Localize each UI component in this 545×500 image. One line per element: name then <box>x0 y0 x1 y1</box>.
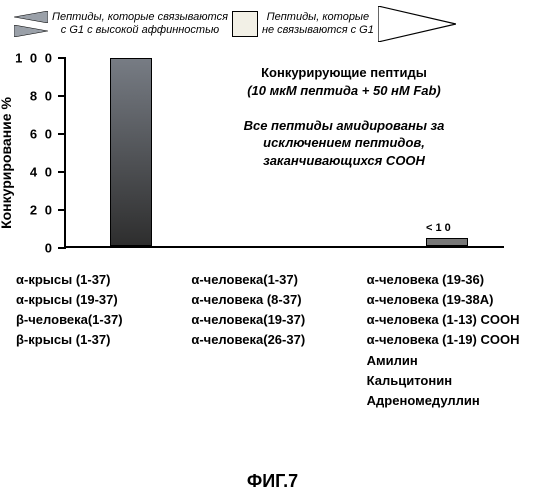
list-item: α-человека (1-19) COOH <box>367 330 532 350</box>
legend-square <box>232 11 258 37</box>
column-1: α-крысы (1-37)α-крысы (19-37)β-человека(… <box>16 270 181 411</box>
annot-l2: (10 мкМ пептида + 50 нМ Fab) <box>247 83 441 98</box>
list-item: α-человека (19-38A) <box>367 290 532 310</box>
ytick <box>58 247 66 249</box>
legend-right-l1: Пептиды, которые <box>267 11 370 23</box>
annot-l3: Все пептиды амидированы за <box>244 118 445 133</box>
plot-area: < 1 0 Конкурирующие пептиды (10 мкМ пепт… <box>64 58 504 248</box>
list-item: α-человека (8-37) <box>191 290 356 310</box>
legend-big-triangle <box>378 6 456 42</box>
annot-l1: Конкурирующие пептиды <box>261 65 427 80</box>
list-item: α-крысы (1-37) <box>16 270 181 290</box>
legend-small-triangles <box>14 11 48 37</box>
list-item: Кальцитонин <box>367 371 532 391</box>
ytick-label: 8 0 <box>30 89 54 104</box>
peptide-columns: α-крысы (1-37)α-крысы (19-37)β-человека(… <box>16 270 532 411</box>
legend: Пептиды, которые связываются с G1 с высо… <box>0 0 545 42</box>
list-item: α-человека (19-36) <box>367 270 532 290</box>
list-item: α-человека(19-37) <box>191 310 356 330</box>
ytick <box>58 209 66 211</box>
bar-high-affinity <box>110 58 152 246</box>
lt10-label: < 1 0 <box>426 222 451 234</box>
column-3: α-человека (19-36)α-человека (19-38A)α-ч… <box>367 270 532 411</box>
legend-left-l1: Пептиды, которые связываются <box>52 11 228 23</box>
legend-left-text: Пептиды, которые связываются с G1 с высо… <box>52 11 228 36</box>
list-item: β-человека(1-37) <box>16 310 181 330</box>
ytick <box>58 171 66 173</box>
ytick-label: 6 0 <box>30 127 54 142</box>
list-item: α-человека(26-37) <box>191 330 356 350</box>
column-2: α-человека(1-37)α-человека (8-37)α-челов… <box>191 270 356 411</box>
list-item: α-человека (1-13) COOH <box>367 310 532 330</box>
list-item: β-крысы (1-37) <box>16 330 181 350</box>
ytick-label: 4 0 <box>30 165 54 180</box>
chart-annotation: Конкурирующие пептиды (10 мкМ пептида + … <box>194 64 494 169</box>
list-item: Адреномедуллин <box>367 391 532 411</box>
figure-label: ФИГ.7 <box>247 471 298 492</box>
ytick <box>58 57 66 59</box>
ytick <box>58 95 66 97</box>
list-item: Амилин <box>367 351 532 371</box>
ytick-label: 0 <box>45 241 54 256</box>
bar-no-binding <box>426 238 468 246</box>
bar-chart: Конкурирование % < 1 0 Конкурирующие пеп… <box>10 58 535 268</box>
ytick-label: 2 0 <box>30 203 54 218</box>
list-item: α-человека(1-37) <box>191 270 356 290</box>
annot-l5: заканчивающихся СООН <box>263 153 425 168</box>
y-axis-label: Конкурирование % <box>0 97 14 229</box>
legend-right-text: Пептиды, которые не связываются с G1 <box>262 11 374 36</box>
ytick <box>58 133 66 135</box>
annot-l4: исключением пептидов, <box>263 135 425 150</box>
list-item: α-крысы (19-37) <box>16 290 181 310</box>
legend-right-l2: не связываются с G1 <box>262 24 374 36</box>
ytick-label: 1 0 0 <box>15 51 54 66</box>
legend-left-l2: с G1 с высокой аффинностью <box>61 24 219 36</box>
